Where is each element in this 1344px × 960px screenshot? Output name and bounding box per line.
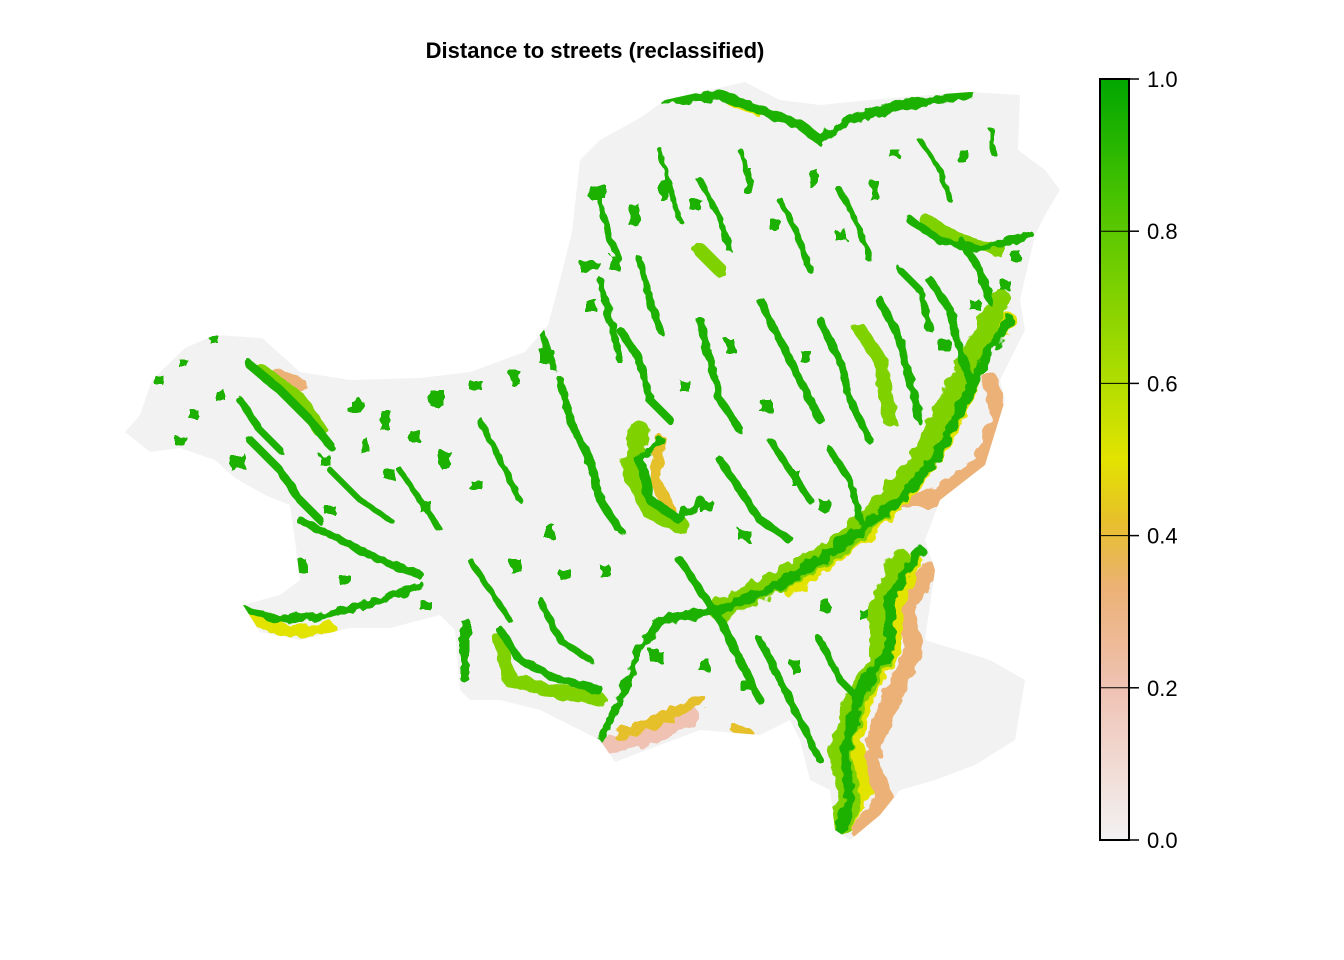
raster-low-band [273, 368, 1008, 839]
raster-scattered-cells [155, 130, 1020, 690]
legend-tick-label: 0.8 [1147, 219, 1178, 244]
legend-tick-label: 0.6 [1147, 371, 1178, 396]
raster-street-network [236, 90, 1034, 835]
legend-tick-label: 1.0 [1147, 67, 1178, 92]
legend: 0.0 0.2 0.4 0.6 0.8 1.0 [1099, 67, 1178, 853]
legend-tick-label: 0.2 [1147, 676, 1178, 701]
legend-tick-label: 0.0 [1147, 828, 1178, 853]
legend-colorbar [1099, 78, 1130, 841]
legend-tick-label: 0.4 [1147, 524, 1178, 549]
distance-raster [155, 90, 1034, 839]
map-title: Distance to streets (reclassified) [425, 38, 765, 63]
legend-ticks: 0.0 0.2 0.4 0.6 0.8 1.0 [1100, 67, 1178, 853]
